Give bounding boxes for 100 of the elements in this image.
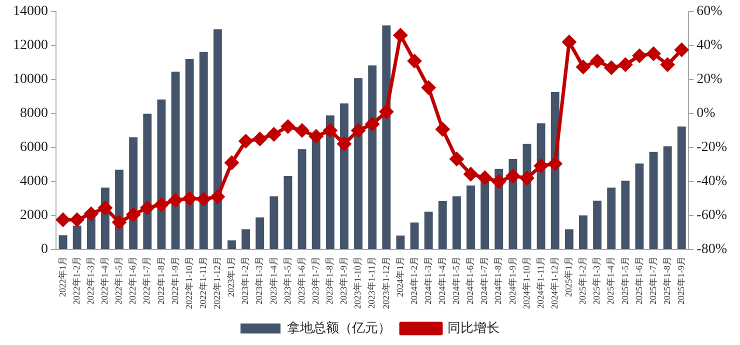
point — [562, 35, 576, 49]
y-tick-label: 10000 — [13, 72, 48, 88]
x-tick-label: 2025年1-8月 — [662, 256, 672, 305]
point — [576, 60, 590, 74]
x-tick-label: 2022年1-12月 — [212, 256, 222, 310]
y2-tick-label: 20% — [696, 72, 723, 88]
point — [478, 170, 492, 184]
point — [309, 130, 323, 144]
legend-label: 同比增长 — [448, 320, 500, 335]
x-tick-label: 2024年1-5月 — [451, 256, 462, 305]
x-tick-label: 2024年1-7月 — [479, 256, 490, 305]
y-tick-label: 12000 — [13, 38, 48, 54]
x-tick-label: 2023年1-9月 — [338, 256, 349, 305]
point — [98, 201, 112, 215]
x-tick-label: 2025年1-7月 — [648, 256, 658, 305]
point — [196, 192, 210, 206]
bar — [143, 114, 152, 250]
x-tick-label: 2025年1-4月 — [606, 256, 616, 305]
point — [436, 122, 450, 136]
point — [548, 157, 562, 171]
point — [632, 49, 646, 63]
x-tick-label: 2024年1-6月 — [465, 256, 476, 305]
x-tick-label: 2023年1-10月 — [352, 256, 363, 310]
point — [210, 190, 224, 204]
y2-tick-label: 40% — [696, 38, 723, 54]
point — [56, 212, 70, 226]
x-tick-label: 2023年1-2月 — [240, 256, 250, 305]
point — [239, 134, 253, 148]
x-tick-label: 2023年1-3月 — [254, 256, 264, 305]
bar — [213, 29, 222, 250]
point — [140, 201, 154, 215]
x-tick-label: 2023年1-4月 — [268, 256, 278, 305]
point — [267, 128, 281, 142]
point — [253, 132, 267, 146]
x-tick-label: 2022年1-11月 — [198, 256, 208, 309]
y-tick-label: 8000 — [20, 106, 48, 122]
point — [295, 124, 309, 138]
point — [380, 104, 394, 118]
bar — [58, 235, 68, 250]
point — [168, 193, 182, 207]
y2-tick-label: -60% — [696, 208, 728, 224]
x-tick-label: 2024年1-11月 — [535, 256, 546, 309]
bar — [649, 152, 658, 250]
y2-tick-label: -40% — [696, 174, 728, 190]
x-tick-label: 2022年1-5月 — [114, 256, 124, 305]
point — [112, 216, 126, 230]
x-tick-label: 2023年1月 — [226, 256, 236, 298]
point — [70, 212, 84, 226]
point — [660, 58, 674, 72]
point — [394, 28, 408, 42]
bar — [256, 217, 264, 250]
bar — [270, 196, 278, 250]
x-tick-label: 2022年1-9月 — [170, 256, 180, 305]
point — [520, 171, 534, 185]
bar — [298, 149, 306, 250]
bar — [438, 201, 447, 250]
y-tick-label: 6000 — [20, 140, 48, 156]
point — [126, 208, 140, 222]
point — [506, 169, 520, 183]
bar — [564, 229, 574, 250]
point — [352, 124, 366, 138]
point — [281, 120, 295, 134]
x-tick-label: 2025年1-6月 — [634, 256, 644, 305]
bar — [677, 126, 686, 250]
bar — [396, 236, 405, 250]
x-tick-label: 2022年1-3月 — [86, 256, 96, 305]
bar — [635, 163, 644, 250]
bar — [663, 146, 672, 250]
y2-tick-label: -20% — [696, 140, 728, 156]
x-tick-label: 2022年1-2月 — [71, 256, 82, 305]
x-tick-label: 2022年1-10月 — [184, 256, 194, 310]
bar — [452, 196, 461, 250]
bar — [621, 180, 630, 250]
x-tick-label: 2023年1-12月 — [380, 256, 391, 310]
x-tick-label: 2022年1-4月 — [100, 256, 110, 305]
point — [323, 124, 337, 138]
y2-tick-label: 60% — [696, 4, 723, 20]
bar — [593, 200, 602, 250]
bar — [382, 25, 391, 250]
x-tick-label: 2022年1-7月 — [142, 256, 152, 305]
x-tick-label: 2025年1月 — [564, 256, 574, 298]
point — [618, 58, 632, 72]
x-tick-label: 2024年1-12月 — [549, 256, 560, 310]
point — [674, 43, 688, 57]
x-tick-label: 2025年1-9月 — [676, 256, 686, 305]
y2-tick-label: -80% — [696, 242, 728, 258]
x-tick-label: 2022年1-6月 — [128, 256, 138, 305]
bar — [410, 222, 419, 250]
x-tick-label: 2025年1-3月 — [592, 256, 602, 305]
x-tick-label: 2024年1-3月 — [422, 256, 433, 305]
point — [534, 159, 548, 173]
bar — [536, 123, 546, 250]
bar — [326, 115, 334, 250]
bar — [466, 186, 475, 250]
point — [492, 174, 506, 188]
bar — [368, 65, 377, 250]
y2-tick-label: 0% — [696, 106, 716, 122]
bar — [579, 215, 588, 250]
bar — [72, 226, 82, 250]
x-tick-label: 2024年1-9月 — [507, 256, 518, 305]
